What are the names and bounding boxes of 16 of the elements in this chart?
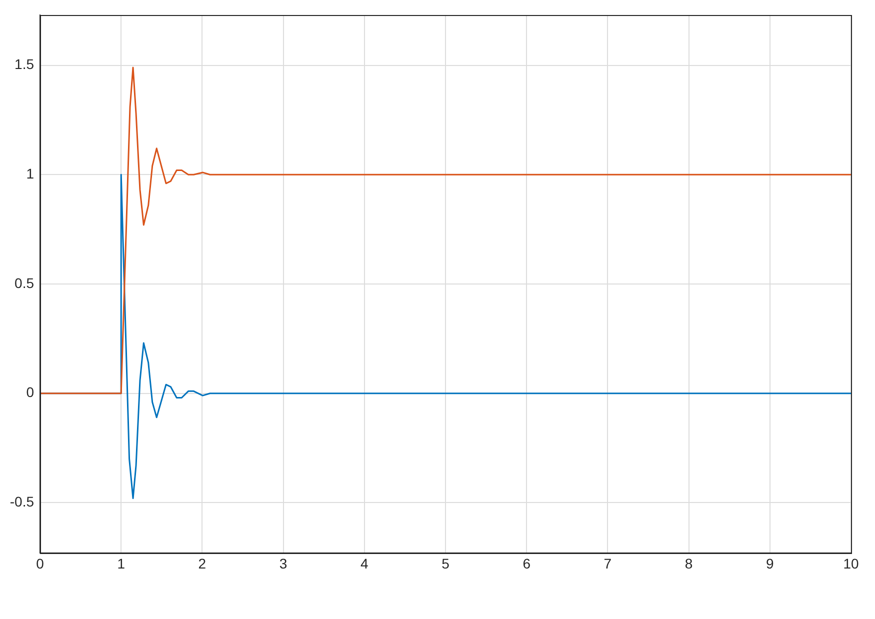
y-tick-label: 0 (26, 384, 34, 400)
y-tick-label: 1.5 (14, 56, 34, 72)
x-tick-label: 8 (684, 555, 693, 572)
x-tick-label: 4 (360, 555, 368, 572)
x-tick-label: 5 (442, 555, 450, 572)
x-tick-label: 9 (766, 555, 774, 572)
x-tick-label: 1 (117, 555, 126, 572)
x-tick-label: 7 (604, 555, 612, 572)
x-tick-label: 10 (843, 555, 859, 572)
x-tick-label: 0 (36, 555, 44, 572)
x-tick-label: 6 (522, 555, 531, 572)
x-tick-label: 3 (279, 555, 288, 572)
y-tick-label: -0.5 (10, 494, 34, 510)
y-tick-label: 0.5 (14, 274, 34, 291)
y-tick-label: 1 (26, 166, 34, 182)
x-tick-label: 2 (198, 555, 206, 572)
